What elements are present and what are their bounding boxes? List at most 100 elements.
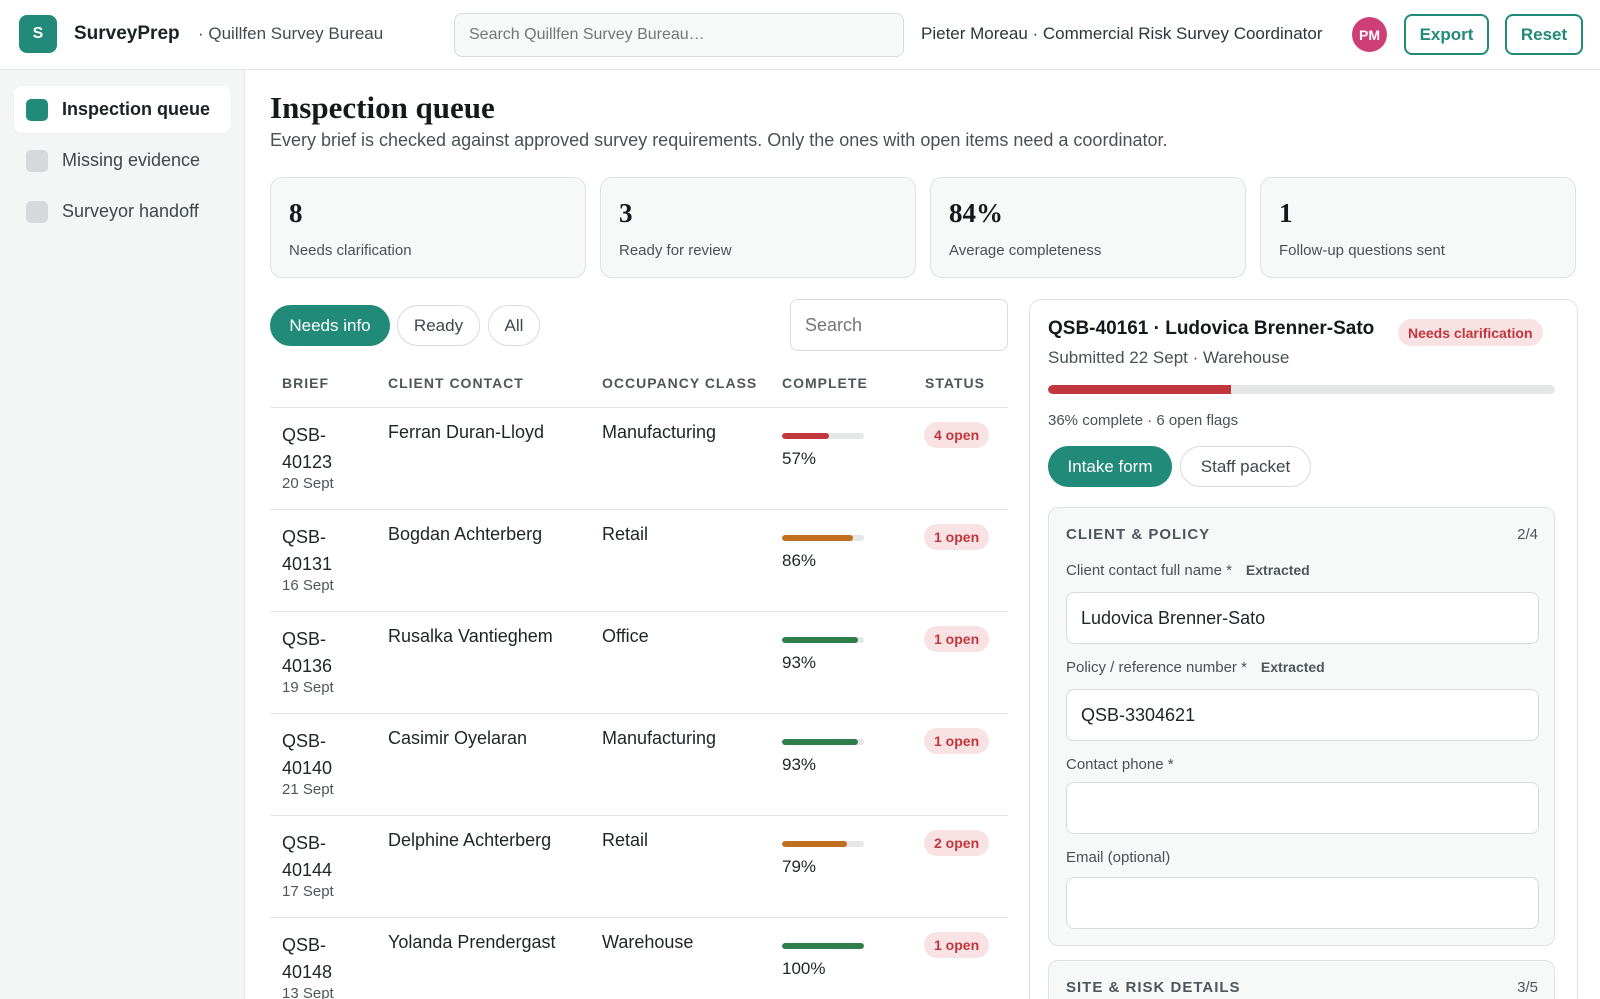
stat-label: Average completeness (949, 242, 1102, 259)
status-badge: 4 open (924, 422, 990, 448)
filter-chip-all[interactable]: All (488, 305, 540, 346)
occupancy-class: Retail (602, 830, 649, 850)
brief-id: QSB-40148 (282, 935, 333, 982)
detail-completeness-bar (1048, 385, 1555, 394)
stat-card-average-completeness: 84% Average completeness (930, 177, 1246, 278)
column-header-client-contact: CLIENT CONTACT (388, 375, 524, 391)
stat-card-ready-for-review: 3 Ready for review (600, 177, 916, 278)
missing-evidence-icon (26, 149, 48, 172)
brief-date: 17 Sept (282, 883, 334, 900)
filter-chip-needs-info[interactable]: Needs info (270, 305, 390, 346)
client-name-field[interactable] (1066, 592, 1539, 644)
detail-completeness-meta: 36% complete · 6 open flags (1048, 412, 1239, 429)
brief-date: 16 Sept (282, 577, 334, 594)
sidebar-item-surveyor-handoff[interactable]: Surveyor handoff (14, 188, 231, 235)
client-contact: Ferran Duran-Lloyd (388, 422, 545, 442)
column-header-occupancy-class: OCCUPANCY CLASS (602, 375, 758, 391)
stat-value: 1 (1279, 198, 1293, 228)
user-name-role: Pieter Moreau · Commercial Risk Survey C… (921, 24, 1323, 43)
stat-label: Needs clarification (289, 242, 412, 259)
brief-date: 21 Sept (282, 781, 334, 798)
detail-subtitle: Submitted 22 Sept · Warehouse (1048, 348, 1290, 367)
export-button[interactable]: Export (1404, 14, 1489, 55)
sidebar-item-label: Missing evidence (62, 150, 201, 170)
global-search-input[interactable] (454, 13, 904, 57)
tab-intake-form[interactable]: Intake form (1048, 446, 1172, 487)
filter-chip-ready[interactable]: Ready (397, 305, 480, 346)
tab-staff-packet[interactable]: Staff packet (1180, 446, 1311, 487)
contact-phone-field[interactable] (1066, 782, 1539, 834)
brief-id: QSB-40140 (282, 731, 333, 778)
stat-label: Ready for review (619, 242, 732, 259)
brief-id: QSB-40131 (282, 527, 333, 574)
org-name: · Quillfen Survey Bureau (198, 24, 384, 43)
stat-value: 8 (289, 198, 303, 228)
table-row[interactable]: QSB-40123 20 Sept Ferran Duran-Lloyd Man… (270, 407, 1008, 509)
section-title: CLIENT & POLICY (1066, 526, 1211, 543)
stat-value: 3 (619, 198, 633, 228)
field-label-policy-number: Policy / reference number * Extracted (1066, 659, 1325, 676)
reset-button[interactable]: Reset (1505, 14, 1583, 55)
status-badge: 1 open (924, 932, 990, 958)
completeness-bar (782, 739, 864, 745)
field-label-text: Email (optional) (1066, 849, 1171, 866)
avatar[interactable]: PM (1352, 17, 1387, 52)
detail-title: QSB-40161 · Ludovica Brenner-Sato (1048, 318, 1375, 339)
table-row[interactable]: QSB-40140 21 Sept Casimir Oyelaran Manuf… (270, 713, 1008, 815)
occupancy-class: Warehouse (602, 932, 694, 952)
completeness-percent: 93% (782, 755, 817, 774)
app-name: SurveyPrep (74, 23, 180, 44)
stat-card-follow-up-questions: 1 Follow-up questions sent (1260, 177, 1576, 278)
detail-completeness-bar-fill (1048, 385, 1231, 394)
completeness-bar (782, 433, 864, 439)
completeness-bar-fill (782, 739, 859, 745)
table-row[interactable]: QSB-40131 16 Sept Bogdan Achterberg Reta… (270, 509, 1008, 611)
email-field[interactable] (1066, 877, 1539, 929)
brief-detail-panel: QSB-40161 · Ludovica Brenner-Sato Needs … (1029, 299, 1578, 999)
completeness-percent: 86% (782, 551, 817, 570)
top-bar: S SurveyPrep · Quillfen Survey Bureau Pi… (0, 0, 1600, 70)
status-badge: 1 open (924, 524, 990, 550)
occupancy-class: Manufacturing (602, 422, 717, 442)
stat-card-needs-clarification: 8 Needs clarification (270, 177, 586, 278)
section-site-risk-details[interactable]: SITE & RISK DETAILS 3/5 (1048, 960, 1555, 999)
section-count: 3/5 (1517, 979, 1538, 996)
completeness-bar (782, 943, 864, 949)
completeness-bar-fill (782, 433, 829, 439)
sidebar-item-inspection-queue[interactable]: Inspection queue (14, 86, 231, 133)
table-search-input[interactable] (790, 299, 1008, 351)
table-row[interactable]: QSB-40148 13 Sept Yolanda Prendergast Wa… (270, 917, 1008, 999)
status-badge: 1 open (924, 626, 990, 652)
completeness-bar-fill (782, 943, 864, 949)
completeness-bar-fill (782, 841, 847, 847)
extracted-tag: Extracted (1245, 562, 1310, 578)
client-contact: Bogdan Achterberg (388, 524, 543, 544)
field-label-email: Email (optional) (1066, 849, 1170, 866)
status-badge: 1 open (924, 728, 990, 754)
sidebar-item-label: Surveyor handoff (62, 201, 199, 221)
field-label-text: Contact phone * (1066, 756, 1174, 773)
completeness-bar (782, 841, 864, 847)
status-badge: 2 open (924, 830, 990, 856)
occupancy-class: Manufacturing (602, 728, 717, 748)
client-contact: Delphine Achterberg (388, 830, 552, 850)
section-client-policy: CLIENT & POLICY 2/4 Client contact full … (1048, 507, 1555, 946)
inspection-queue-icon (26, 98, 48, 121)
sidebar-item-missing-evidence[interactable]: Missing evidence (14, 137, 231, 184)
table-row[interactable]: QSB-40144 17 Sept Delphine Achterberg Re… (270, 815, 1008, 917)
sidebar-item-label: Inspection queue (62, 99, 211, 119)
surveyor-handoff-icon (26, 200, 48, 223)
field-label-contact-phone: Contact phone * (1066, 756, 1174, 773)
brief-date: 13 Sept (282, 985, 334, 999)
policy-number-field[interactable] (1066, 689, 1539, 741)
stat-label: Follow-up questions sent (1279, 242, 1445, 259)
extracted-tag: Extracted (1260, 659, 1325, 675)
occupancy-class: Office (602, 626, 649, 646)
column-header-complete: COMPLETE (782, 375, 868, 391)
brief-date: 19 Sept (282, 679, 334, 696)
field-label-text: Policy / reference number * (1066, 659, 1247, 676)
brief-id: QSB-40144 (282, 833, 333, 880)
app-logo[interactable]: S (19, 15, 57, 53)
table-row[interactable]: QSB-40136 19 Sept Rusalka Vantieghem Off… (270, 611, 1008, 713)
completeness-bar (782, 535, 864, 541)
